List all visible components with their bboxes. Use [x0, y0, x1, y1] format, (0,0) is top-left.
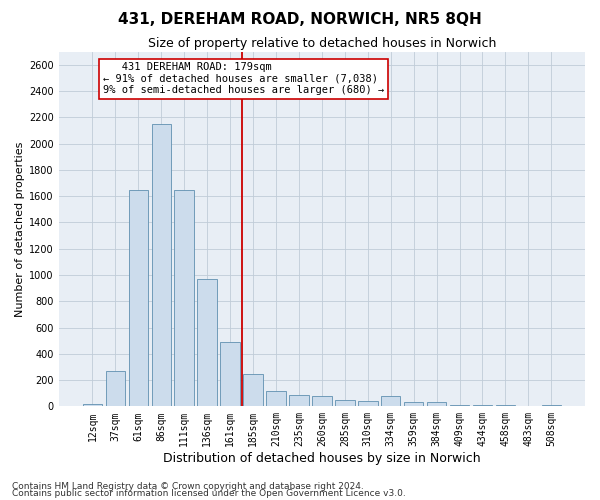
Bar — [358, 401, 377, 406]
Bar — [335, 400, 355, 406]
Bar — [450, 405, 469, 406]
Bar — [266, 391, 286, 406]
Y-axis label: Number of detached properties: Number of detached properties — [15, 142, 25, 316]
Title: Size of property relative to detached houses in Norwich: Size of property relative to detached ho… — [148, 38, 496, 51]
Bar — [244, 374, 263, 406]
Bar — [106, 371, 125, 406]
Bar — [312, 396, 332, 406]
Bar — [128, 190, 148, 406]
Bar — [175, 190, 194, 406]
Bar — [404, 402, 424, 406]
Bar — [152, 124, 171, 406]
Bar — [427, 402, 446, 406]
Bar — [289, 394, 308, 406]
Text: 431, DEREHAM ROAD, NORWICH, NR5 8QH: 431, DEREHAM ROAD, NORWICH, NR5 8QH — [118, 12, 482, 28]
Text: Contains HM Land Registry data © Crown copyright and database right 2024.: Contains HM Land Registry data © Crown c… — [12, 482, 364, 491]
Text: Contains public sector information licensed under the Open Government Licence v3: Contains public sector information licen… — [12, 490, 406, 498]
Text: 431 DEREHAM ROAD: 179sqm
← 91% of detached houses are smaller (7,038)
9% of semi: 431 DEREHAM ROAD: 179sqm ← 91% of detach… — [103, 62, 384, 96]
X-axis label: Distribution of detached houses by size in Norwich: Distribution of detached houses by size … — [163, 452, 481, 465]
Bar — [197, 279, 217, 406]
Bar — [542, 405, 561, 406]
Bar — [83, 404, 102, 406]
Bar — [473, 405, 492, 406]
Bar — [381, 396, 400, 406]
Bar — [220, 342, 240, 406]
